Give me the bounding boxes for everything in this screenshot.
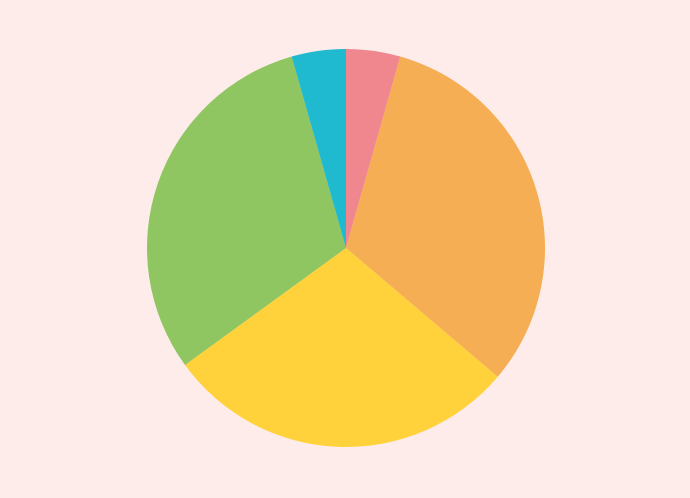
pie-slice-5 [291, 49, 346, 248]
pie-slice-1 [346, 49, 401, 248]
pie-slice-4 [147, 56, 346, 365]
pie-slice-3 [185, 248, 498, 447]
pie-slice-2 [346, 56, 545, 377]
